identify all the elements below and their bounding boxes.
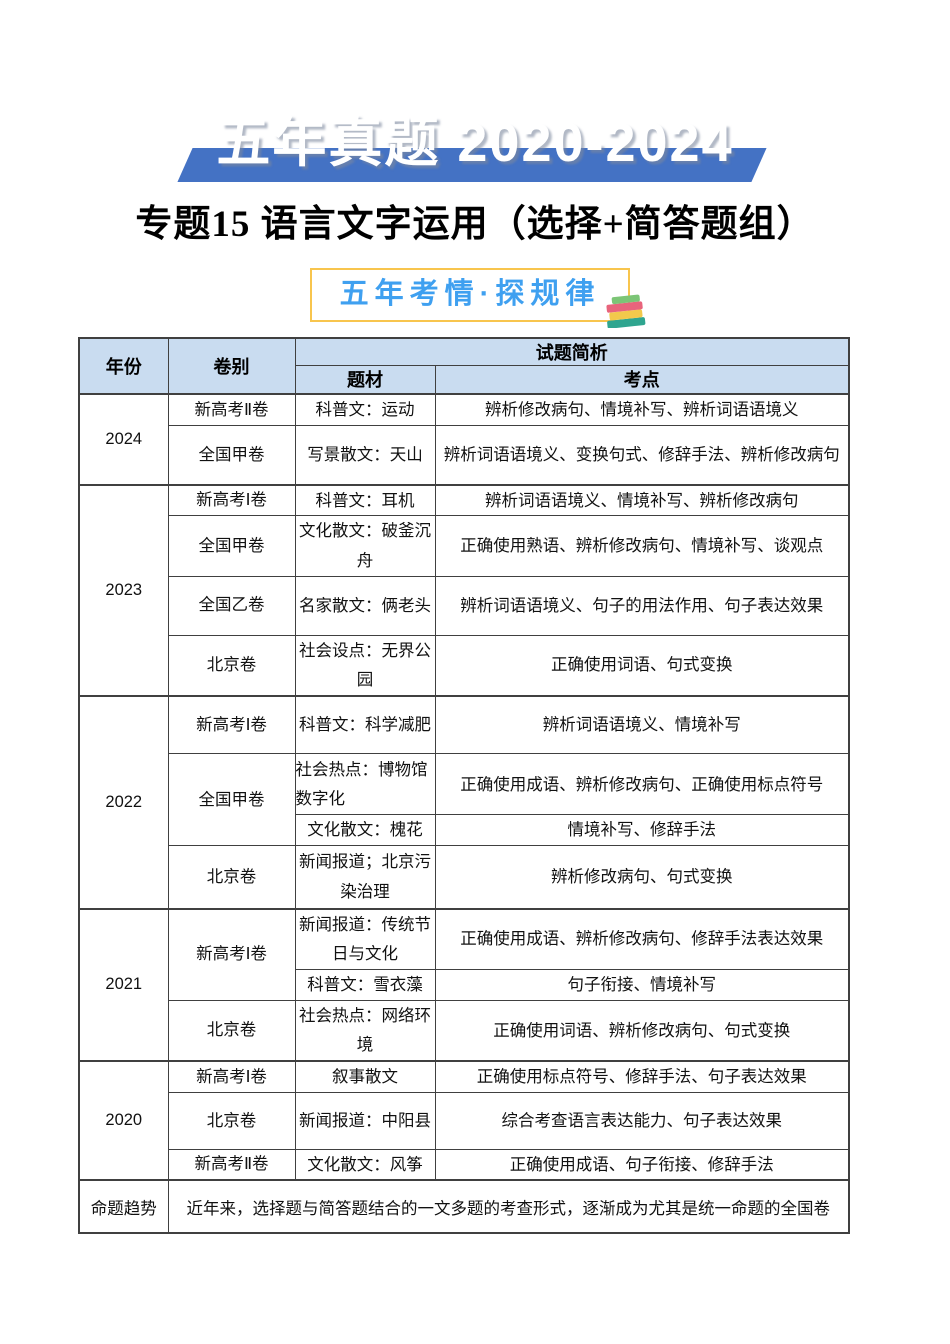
- year-cell: 2021: [78, 907, 169, 1062]
- points-cell: 情境补写、修辞手法: [434, 814, 850, 847]
- points-cell: 正确使用词语、辨析修改病句、句式变换: [434, 999, 850, 1062]
- paper-cell: 新高考Ⅰ卷: [167, 694, 296, 755]
- table-row: 全国乙卷 名家散文：俩老头 辨析词语语境义、句子的用法作用、句子表达效果: [79, 575, 850, 636]
- table-row: 北京卷 新闻报道：中阳县 综合考查语言表达能力、句子表达效果: [79, 1091, 850, 1150]
- material-cell: 叙事散文: [294, 1060, 436, 1093]
- material-cell: 新闻报道：中阳县: [294, 1091, 436, 1150]
- table-row: 全国甲卷 文化散文：破釜沉舟 正确使用熟语、辨析修改病句、情境补写、谈观点: [79, 515, 850, 577]
- table-row: 文化散文：槐花 情境补写、修辞手法: [79, 814, 850, 847]
- paper-cell: 全国甲卷: [167, 515, 296, 577]
- books-icon: [606, 294, 646, 328]
- paper-cell: 全国甲卷: [167, 753, 296, 847]
- trend-text-cell: 近年来，选择题与简答题结合的一文多题的考查形式，逐渐成为尤其是统一命题的全国卷: [167, 1179, 850, 1234]
- points-cell: 辨析词语语境义、变换句式、修辞手法、辨析修改病句: [434, 425, 850, 485]
- table-row: 北京卷 社会设点：无界公园 正确使用词语、句式变换: [79, 634, 850, 697]
- table-row: 2021 新高考Ⅰ卷 新闻报道：传统节日与文化 正确使用成语、辨析修改病句、修辞…: [78, 907, 850, 1062]
- points-cell: 正确使用标点符号、修辞手法、句子表达效果: [434, 1060, 850, 1093]
- points-cell: 正确使用成语、句子衔接、修辞手法: [434, 1148, 850, 1181]
- points-cell: 句子衔接、情境补写: [434, 969, 850, 1001]
- material-cell: 写景散文：天山: [294, 425, 436, 485]
- trend-text: 近年来，选择题与简答题结合的一文多题的考查形式，逐渐成为尤其是统一命题的全国卷: [186, 1198, 831, 1218]
- material-cell: 科普文：运动: [294, 392, 436, 426]
- table-row: 北京卷 社会热点：网络环境 正确使用词语、辨析修改病句、句式变换: [79, 999, 850, 1062]
- col-header-year: 年份: [78, 337, 169, 394]
- table-row: 2020 新高考Ⅰ卷 叙事散文 正确使用标点符号、修辞手法、句子表达效果: [78, 1060, 850, 1181]
- table-row: 科普文：雪衣藻 句子衔接、情境补写: [79, 969, 850, 1001]
- year-cell: 2022: [78, 694, 169, 910]
- table-row: 北京卷 新闻报道；北京污染治理 辨析修改病句、句式变换: [79, 845, 850, 910]
- material-cell: 社会热点：博物馆数字化: [294, 753, 436, 816]
- paper-cell: 北京卷: [167, 634, 296, 697]
- paper-cell: 北京卷: [167, 845, 296, 910]
- banner-title: 五年真题 2020-2024: [216, 113, 734, 173]
- points-cell: 正确使用成语、辨析修改病句、修辞手法表达效果: [434, 907, 850, 970]
- table-row: 全国甲卷 社会热点：博物馆数字化 正确使用成语、辨析修改病句、正确使用标点符号: [79, 753, 850, 847]
- paper-cell: 新高考Ⅱ卷: [167, 1148, 296, 1181]
- col-header-points: 考点: [434, 365, 850, 394]
- table-row: 2024 新高考Ⅱ卷 科普文：运动 辨析修改病句、情境补写、辨析词语语境义: [78, 392, 850, 485]
- points-cell: 正确使用词语、句式变换: [434, 634, 850, 697]
- paper-cell: 全国乙卷: [167, 575, 296, 636]
- col-header-analysis: 试题简析: [294, 337, 850, 366]
- paper-cell: 北京卷: [167, 1091, 296, 1150]
- points-cell: 正确使用熟语、辨析修改病句、情境补写、谈观点: [434, 515, 850, 577]
- points-cell: 正确使用成语、辨析修改病句、正确使用标点符号: [434, 753, 850, 816]
- material-cell: 社会设点：无界公园: [294, 634, 436, 697]
- section-header-label: 五年考情·探规律: [339, 278, 601, 310]
- exam-analysis-table: 年份 卷别 试题简析 题材 考点 2024 新高考Ⅱ卷 科普文：运动 辨析修改病…: [78, 337, 850, 1235]
- points-cell: 辨析修改病句、情境补写、辨析词语语境义: [434, 392, 850, 426]
- points-cell: 辨析修改病句、句式变换: [434, 845, 850, 910]
- trend-label-cell: 命题趋势: [78, 1179, 169, 1234]
- page-title: 专题15 语言文字运用（选择+简答题组）: [135, 204, 815, 245]
- trend-row: 命题趋势 近年来，选择题与简答题结合的一文多题的考查形式，逐渐成为尤其是统一命题…: [78, 1179, 850, 1234]
- material-cell: 文化散文：风筝: [294, 1148, 436, 1181]
- material-cell: 科普文：耳机: [294, 483, 436, 517]
- points-cell: 辨析词语语境义、句子的用法作用、句子表达效果: [434, 575, 850, 636]
- paper-cell: 全国甲卷: [167, 425, 296, 485]
- points-cell: 辨析词语语境义、情境补写、辨析修改病句: [434, 483, 850, 517]
- material-cell: 科普文：雪衣藻: [294, 969, 436, 1001]
- material-cell: 新闻报道：传统节日与文化: [294, 907, 436, 970]
- material-cell: 科普文：科学减肥: [294, 694, 436, 755]
- table-row: 全国甲卷 写景散文：天山 辨析词语语境义、变换句式、修辞手法、辨析修改病句: [79, 425, 850, 485]
- paper-cell: 新高考Ⅱ卷: [167, 392, 296, 426]
- paper-cell: 新高考Ⅰ卷: [167, 483, 296, 517]
- table-row: 2022 新高考Ⅰ卷 科普文：科学减肥 辨析词语语境义、情境补写: [78, 694, 850, 910]
- table-row: 2023 新高考Ⅰ卷 科普文：耳机 辨析词语语境义、情境补写、辨析修改病句: [78, 483, 850, 697]
- paper-cell: 新高考Ⅰ卷: [167, 1060, 296, 1093]
- material-cell: 名家散文：俩老头: [294, 575, 436, 636]
- section-header-box: 五年考情·探规律: [310, 268, 646, 328]
- material-cell: 社会热点：网络环境: [294, 999, 436, 1062]
- material-cell: 文化散文：破釜沉舟: [294, 515, 436, 577]
- material-cell: 文化散文：槐花: [294, 814, 436, 847]
- table-header-row-2: 题材 考点: [79, 365, 850, 394]
- year-cell: 2024: [78, 392, 169, 485]
- col-header-paper: 卷别: [167, 337, 296, 394]
- points-cell: 综合考查语言表达能力、句子表达效果: [434, 1091, 850, 1150]
- points-cell: 辨析词语语境义、情境补写: [434, 694, 850, 755]
- year-cell: 2023: [78, 483, 169, 697]
- paper-cell: 北京卷: [167, 999, 296, 1062]
- material-cell: 新闻报道；北京污染治理: [294, 845, 436, 910]
- year-cell: 2020: [78, 1060, 169, 1181]
- table-row: 新高考Ⅱ卷 文化散文：风筝 正确使用成语、句子衔接、修辞手法: [79, 1148, 850, 1181]
- col-header-material: 题材: [294, 365, 436, 394]
- table-header-row-1: 年份 卷别 试题简析: [78, 337, 850, 394]
- paper-cell: 新高考Ⅰ卷: [167, 907, 296, 1001]
